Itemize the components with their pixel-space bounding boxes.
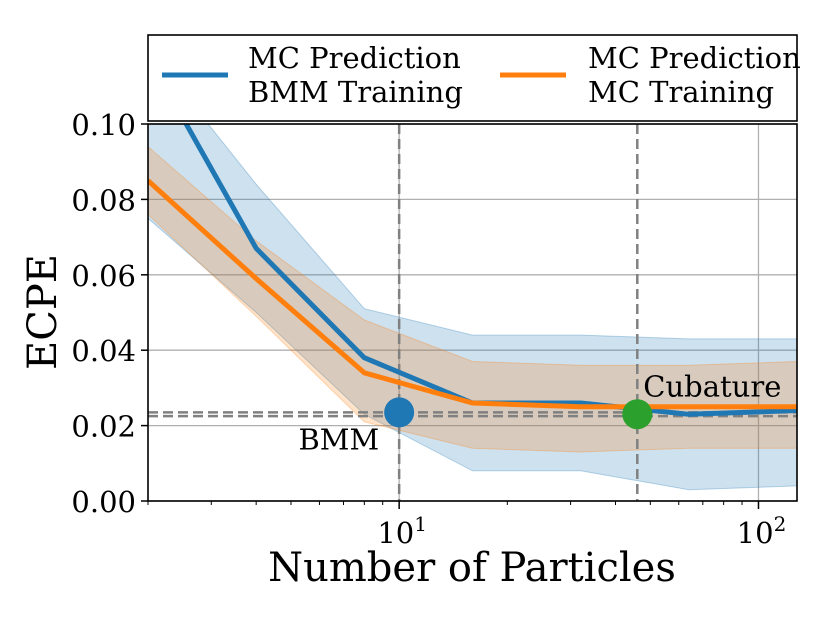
legend: MC Prediction BMM Training MC Prediction… [147,34,801,122]
highlight-markers: BMM Cubature [298,369,781,456]
marker-label-bmm: BMM [298,422,379,456]
y-axis-ticks: 0.00 0.02 0.04 0.06 0.08 0.10 [71,108,148,519]
plot-frame [147,123,798,502]
confidence-bands [148,124,797,491]
y-tick-label-2: 0.04 [71,334,136,368]
legend-label-blue-line2: BMM Training [248,75,463,109]
series-lines [148,124,797,417]
y-tick-label-5: 0.10 [71,108,136,142]
y-tick-label-1: 0.02 [71,410,136,444]
y-tick-label-4: 0.08 [71,183,136,217]
legend-label-blue-line1: MC Prediction [248,41,461,75]
legend-label-orange-line2: MC Training [588,75,774,109]
band-series-1 [148,145,797,453]
x-axis-label: Number of Particles [268,545,676,591]
marker-bmm [384,397,415,428]
marker-cubature [622,399,653,430]
y-tick-label-0: 0.00 [71,485,136,519]
band-series-0 [148,124,797,491]
x-axis-ticks: 101 102 [147,501,787,550]
x-tick-label-1: 102 [737,512,787,550]
y-tick-label-3: 0.06 [71,259,136,293]
line-series-1 [148,178,797,410]
marker-label-cubature: Cubature [643,369,781,403]
y-axis-label: ECPE [20,254,66,370]
legend-box [147,34,798,122]
legend-label-orange-line1: MC Prediction [588,41,801,75]
